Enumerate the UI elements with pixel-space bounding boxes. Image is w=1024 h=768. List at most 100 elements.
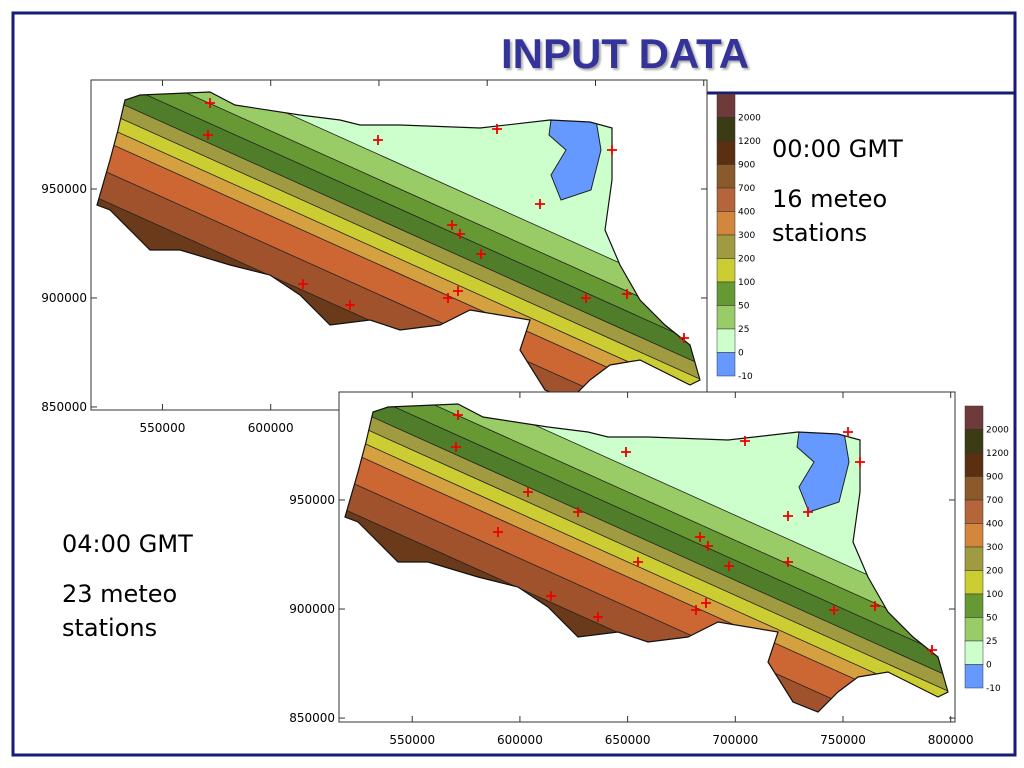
- y-tick-label: 900000: [289, 602, 335, 616]
- slide-title: INPUT DATA: [500, 30, 750, 77]
- station: [607, 145, 617, 155]
- region-outline: [344, 403, 949, 713]
- stations-label: 16 meteo stations: [772, 185, 888, 247]
- station: [546, 591, 556, 601]
- x-tick-label: 800000: [928, 733, 974, 747]
- station: [453, 286, 463, 296]
- colorbar-label: 100: [738, 278, 755, 288]
- station: [573, 507, 583, 517]
- station: [633, 557, 643, 567]
- station: [535, 199, 545, 209]
- x-tick-label: 600000: [497, 733, 543, 747]
- slide-border: [11, 11, 1017, 757]
- x-tick-label: 700000: [712, 733, 758, 747]
- station: [843, 427, 853, 437]
- x-tick-label: 650000: [605, 733, 651, 747]
- colorbar-swatch: [964, 664, 984, 689]
- colorbar-swatch: [716, 211, 736, 236]
- caption: 04:00 GMT 23 meteo stations: [62, 527, 202, 645]
- colorbar-label: 200: [738, 255, 755, 265]
- colorbar-label: -10: [738, 372, 753, 382]
- station: [476, 249, 486, 259]
- colorbar-swatch: [964, 476, 984, 501]
- station: [447, 220, 457, 230]
- colorbar-label: 700: [986, 496, 1003, 506]
- colorbar-label: 900: [986, 473, 1003, 483]
- y-tick-label: 950000: [41, 182, 87, 196]
- station: [492, 124, 502, 134]
- station: [855, 457, 865, 467]
- x-tick-label: 550000: [140, 421, 186, 435]
- colorbar-swatch: [964, 593, 984, 618]
- y-tick-label: 900000: [41, 291, 87, 305]
- colorbar-swatch: [964, 405, 984, 430]
- y-tick-label: 850000: [41, 400, 87, 414]
- colorbar-label: 0: [738, 349, 744, 359]
- colorbar-swatch: [716, 305, 736, 330]
- station: [298, 279, 308, 289]
- station: [451, 442, 461, 452]
- colorbar-label: 300: [986, 543, 1003, 553]
- time-label: 00:00 GMT: [772, 135, 903, 163]
- station: [740, 436, 750, 446]
- colorbar-swatch: [716, 164, 736, 189]
- colorbar-swatch: [964, 452, 984, 477]
- x-tick-label: 550000: [389, 733, 435, 747]
- station: [622, 289, 632, 299]
- lake: [548, 119, 602, 201]
- station: [621, 447, 631, 457]
- colorbar-label: 400: [986, 520, 1003, 530]
- station: [870, 601, 880, 611]
- colorbar-swatch: [964, 640, 984, 665]
- station: [345, 300, 355, 310]
- colorbar-label: 100: [986, 590, 1003, 600]
- colorbar-swatch: [964, 429, 984, 454]
- colorbar-swatch: [716, 281, 736, 306]
- colorbar-swatch: [716, 234, 736, 259]
- station: [724, 561, 734, 571]
- colorbar-label: 2000: [986, 426, 1009, 436]
- y-tick-label: 950000: [289, 493, 335, 507]
- station: [373, 135, 383, 145]
- station: [523, 487, 533, 497]
- colorbar-label: 200: [986, 567, 1003, 577]
- map: 550000 600000 650000 700000 750000 800000 8500…: [289, 391, 974, 747]
- time-label: 04:00 GMT: [62, 530, 193, 558]
- station: [593, 612, 603, 622]
- stations-label: 23 meteo stations: [62, 580, 178, 642]
- station: [453, 410, 463, 420]
- colorbar-swatch: [964, 570, 984, 595]
- colorbar-swatch: [716, 328, 736, 353]
- colorbar-swatch: [716, 93, 736, 118]
- station: [927, 645, 937, 655]
- station: [443, 293, 453, 303]
- x-tick-label: 600000: [248, 421, 294, 435]
- colorbar-label: 1200: [738, 137, 761, 147]
- colorbar-label: 25: [986, 637, 997, 647]
- colorbar-swatch: [964, 617, 984, 642]
- station: [679, 333, 689, 343]
- colorbar-label: 50: [738, 302, 750, 312]
- station: [783, 557, 793, 567]
- colorbar-label: 2000: [738, 114, 761, 124]
- colorbar-swatch: [964, 546, 984, 571]
- station: [493, 527, 503, 537]
- colorbar-swatch: [716, 117, 736, 142]
- colorbar-swatch: [716, 187, 736, 212]
- station: [829, 605, 839, 615]
- colorbar-swatch: [964, 523, 984, 548]
- station: [455, 229, 465, 239]
- station: [701, 598, 711, 608]
- colorbar-swatch: [964, 499, 984, 524]
- station: [703, 541, 713, 551]
- x-tick-label: 750000: [820, 733, 866, 747]
- colorbar-label: 50: [986, 614, 998, 624]
- caption: 00:00 GMT 16 meteo stations: [772, 132, 912, 250]
- station: [691, 605, 701, 615]
- station: [783, 511, 793, 521]
- colorbar-label: -10: [986, 684, 1001, 694]
- colorbar-swatch: [716, 258, 736, 283]
- colorbar-label: 400: [738, 208, 755, 218]
